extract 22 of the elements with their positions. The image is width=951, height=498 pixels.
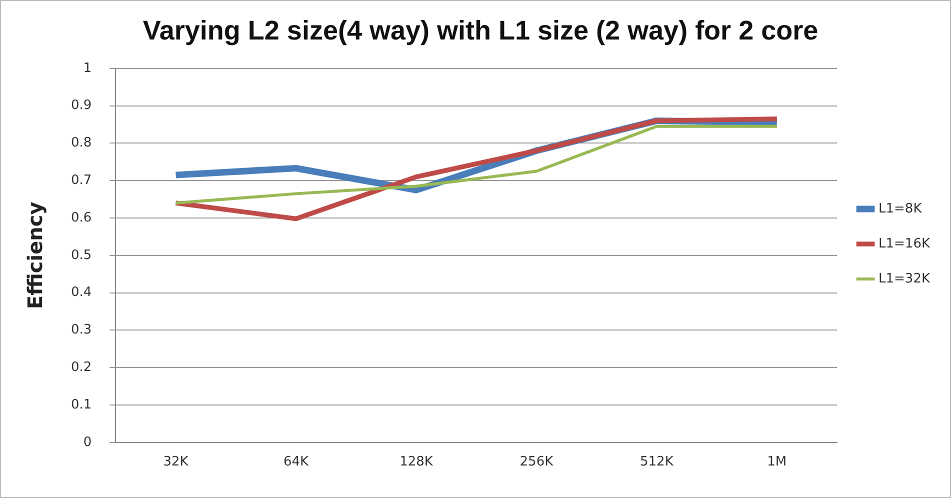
x-tick-label: 64K: [283, 454, 310, 470]
y-tick-label: 0.7: [70, 172, 92, 188]
y-tick-label: 0.2: [70, 360, 92, 375]
y-tick-label: 0.6: [70, 210, 92, 226]
chart-title: Varying L2 size(4 way) with L1 size (2 way) for 2 core: [142, 16, 818, 46]
y-axis-title: Efficiency: [23, 202, 48, 310]
y-tick-label: 0.9: [70, 98, 92, 114]
legend-label: L1=8K: [878, 201, 922, 216]
y-tick-label: 0.1: [70, 397, 92, 412]
x-tick-label: 128K: [400, 454, 434, 470]
x-tick-label: 1M: [767, 454, 787, 470]
y-tick-label: 1: [83, 60, 92, 76]
x-tick-label: 256K: [520, 454, 554, 470]
legend-label: L1=32K: [878, 271, 930, 286]
y-tick-label: 0.5: [70, 248, 92, 263]
y-tick-label: 0.4: [70, 285, 92, 300]
x-tick-label: 32K: [163, 454, 189, 470]
legend-label: L1=16K: [878, 236, 930, 252]
y-tick-label: 0: [83, 434, 92, 450]
y-tick-label: 0.8: [70, 136, 92, 151]
x-tick-label: 512K: [640, 454, 674, 470]
y-tick-label: 0.3: [70, 322, 92, 338]
